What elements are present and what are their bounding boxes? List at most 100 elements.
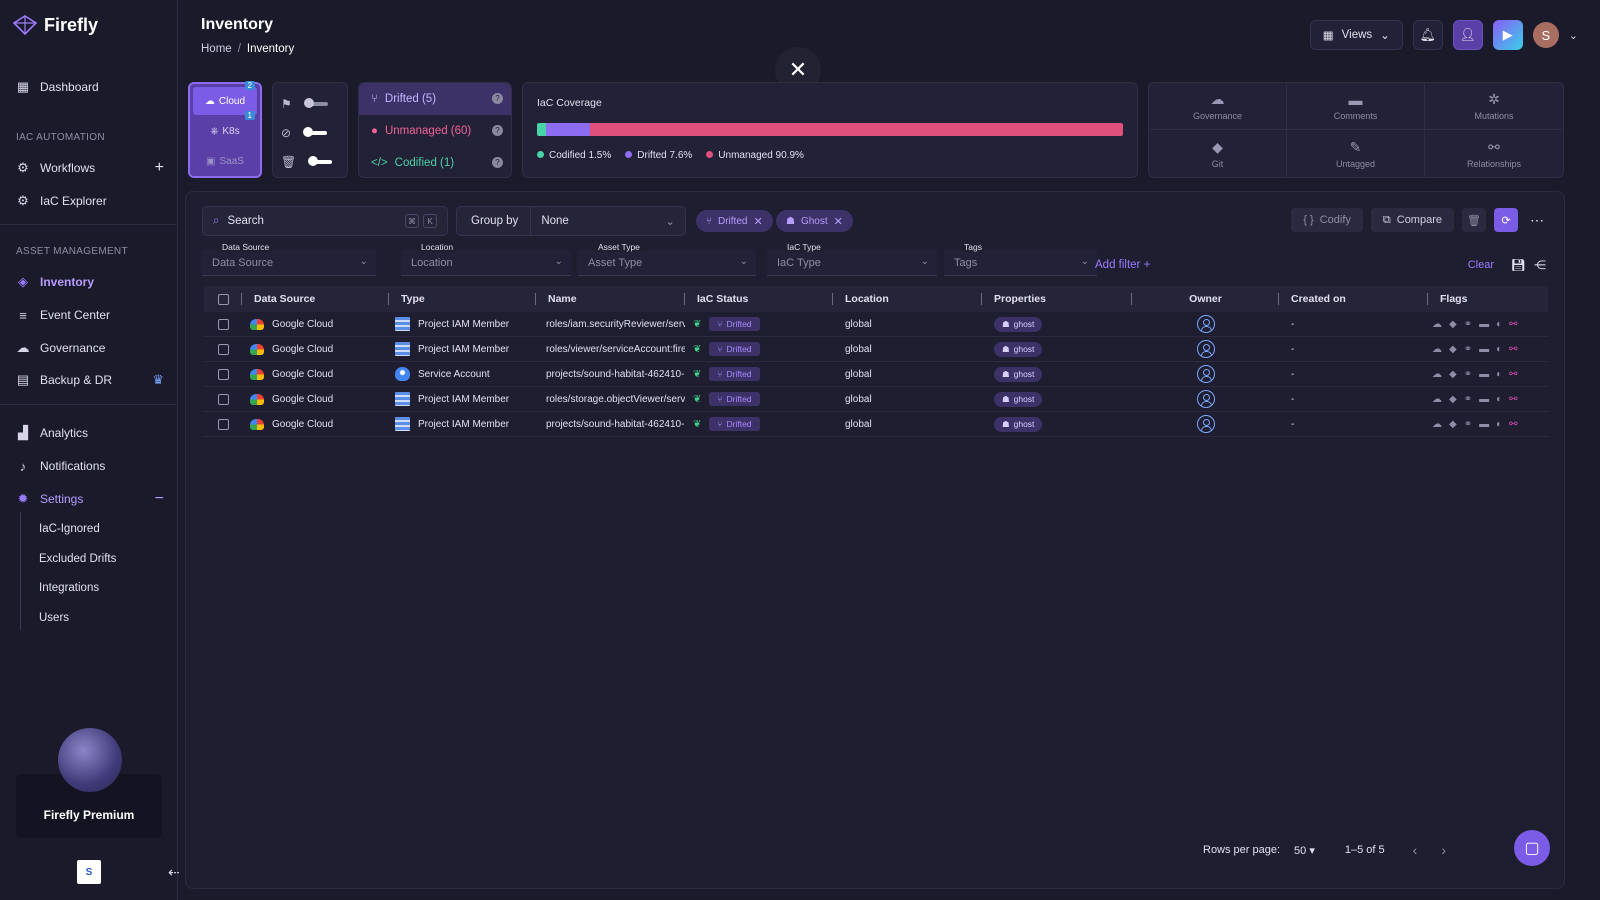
governance-flag-icon[interactable]: ☁ <box>1432 368 1442 380</box>
status-unmanaged[interactable]: ● Unmanaged (60) ? <box>359 115 511 147</box>
comment-flag-icon[interactable]: ▬ <box>1479 368 1490 380</box>
play-button[interactable]: ▶ <box>1492 20 1523 50</box>
comment-flag-icon[interactable]: ▬ <box>1479 418 1490 430</box>
relationship-flag-icon[interactable]: ⚯ <box>1509 393 1518 405</box>
row-checkbox[interactable] <box>217 343 229 355</box>
link-flag-icon[interactable]: ⚭ <box>1463 418 1473 430</box>
help-icon[interactable]: ? <box>492 93 503 104</box>
status-badge[interactable]: ⑂ Drifted <box>709 417 760 431</box>
ghost-badge[interactable]: ☗ ghost <box>994 316 1043 332</box>
remove-chip-icon[interactable]: ✕ <box>833 215 843 228</box>
breadcrumb-home[interactable]: Home <box>201 43 232 55</box>
link-flag-icon[interactable]: ⚭ <box>1463 393 1473 405</box>
table-row[interactable]: Google Cloud Project IAM Member roles/stor… <box>204 387 1548 412</box>
comment-flag-icon[interactable]: ▬ <box>1479 393 1490 405</box>
link-flag-icon[interactable]: ⚭ <box>1463 343 1473 355</box>
sidebar-item-settings[interactable]: ✹ Settings − <box>16 489 164 509</box>
sidebar-item-event-center[interactable]: ≡ Event Center <box>16 305 164 325</box>
link-flag-icon[interactable]: ⚭ <box>1463 368 1473 380</box>
governance-flag-icon[interactable]: ☁ <box>1432 393 1442 405</box>
relationship-flag-icon[interactable]: ⚯ <box>1509 368 1518 380</box>
invite-user-button[interactable]: 👤︎ <box>1452 20 1483 50</box>
row-checkbox[interactable] <box>217 318 229 330</box>
views-button[interactable]: ▦ Views ⌄ <box>1309 20 1403 50</box>
col-properties[interactable]: Properties <box>982 286 1132 312</box>
filter-asset-type[interactable]: Asset Type Asset Type ⌄ <box>578 242 756 276</box>
share-icon[interactable]: ⋲ <box>1534 258 1546 272</box>
col-created-on[interactable]: Created on <box>1279 286 1428 312</box>
sidebar-sub-integrations[interactable]: Integrations <box>39 582 100 594</box>
help-icon[interactable]: ? <box>492 157 503 168</box>
cell-name[interactable]: roles/viewer/serviceAccount:firefly <box>536 337 685 361</box>
link-flag-icon[interactable]: ⚭ <box>1463 318 1473 330</box>
filter-chip-ghost[interactable]: ☗ Ghost ✕ <box>776 210 853 232</box>
rows-per-page-select[interactable]: 50 ▾ <box>1294 844 1315 857</box>
col-type[interactable]: Type <box>389 286 536 312</box>
mutation-flag-icon[interactable]: ◐ <box>1496 343 1503 355</box>
account-chevron-icon[interactable]: ⌄ <box>1568 29 1578 42</box>
mutation-flag-icon[interactable]: ◐ <box>1496 318 1503 330</box>
sidebar-item-governance[interactable]: ☁ Governance <box>16 338 164 358</box>
ghost-badge[interactable]: ☗ ghost <box>994 341 1043 357</box>
next-page-icon[interactable]: › <box>1441 842 1446 858</box>
table-row[interactable]: Google Cloud Project IAM Member roles/iam.… <box>204 312 1548 337</box>
comment-flag-icon[interactable]: ▬ <box>1479 343 1490 355</box>
add-filter-button[interactable]: Add filter + <box>1095 259 1151 271</box>
col-location[interactable]: Location <box>833 286 982 312</box>
relationship-flag-icon[interactable]: ⚯ <box>1509 343 1518 355</box>
comment-flag-icon[interactable]: ▬ <box>1479 318 1490 330</box>
table-row[interactable]: Google Cloud Project IAM Member roles/view… <box>204 337 1548 362</box>
group-by-select[interactable]: Group by None ⌄ <box>456 206 686 236</box>
mutation-flag-icon[interactable]: ◐ <box>1496 368 1503 380</box>
filter-data-source[interactable]: Data Source Data Source ⌄ <box>202 242 376 276</box>
status-badge[interactable]: ⑂ Drifted <box>709 392 760 406</box>
git-flag-icon[interactable]: ◆ <box>1449 418 1457 430</box>
chat-support-button[interactable]: ▢ <box>1514 830 1550 866</box>
filter-tags[interactable]: Tags Tags ⌄ <box>944 242 1097 276</box>
feature-comments[interactable]: ▬ Comments <box>1287 83 1425 130</box>
git-flag-icon[interactable]: ◆ <box>1449 368 1457 380</box>
feature-git[interactable]: ◆ Git <box>1149 130 1287 177</box>
cell-name[interactable]: projects/sound-habitat-462410-m <box>536 362 685 386</box>
ghost-badge[interactable]: ☗ ghost <box>994 416 1043 432</box>
col-iac-status[interactable]: IaC Status <box>685 286 833 312</box>
relationship-flag-icon[interactable]: ⚯ <box>1509 318 1518 330</box>
governance-flag-icon[interactable]: ☁ <box>1432 418 1442 430</box>
col-owner[interactable]: Owner <box>1132 286 1279 312</box>
status-badge[interactable]: ⑂ Drifted <box>709 317 760 331</box>
search-input[interactable]: ⌕ Search ⌘ K <box>202 206 448 236</box>
status-drifted[interactable]: ⑂ Drifted (5) ? <box>359 83 511 115</box>
compare-button[interactable]: ⧉ Compare <box>1370 208 1454 232</box>
owner-user-icon[interactable] <box>1196 315 1215 333</box>
feature-relationships[interactable]: ⚯ Relationships <box>1425 130 1563 177</box>
table-row[interactable]: Google Cloud Project IAM Member projects/s… <box>204 412 1548 437</box>
owner-user-icon[interactable] <box>1196 390 1215 408</box>
owner-user-icon[interactable] <box>1196 415 1215 433</box>
firefly-logo[interactable]: Firefly <box>12 14 98 36</box>
filter-chip-drifted[interactable]: ⑂ Drifted ✕ <box>696 210 773 232</box>
status-codified[interactable]: </> Codified (1) ? <box>359 147 511 179</box>
owner-user-icon[interactable] <box>1196 365 1215 383</box>
codify-button[interactable]: { } Codify <box>1291 208 1363 232</box>
sidebar-item-notifications[interactable]: ♪ Notifications <box>16 456 164 476</box>
mutation-flag-icon[interactable]: ◐ <box>1496 418 1503 430</box>
refresh-button[interactable]: ⟳ <box>1494 208 1518 232</box>
sidebar-sub-iac-ignored[interactable]: IaC-Ignored <box>39 523 100 535</box>
sidebar-item-dashboard[interactable]: ▦ Dashboard <box>16 77 164 97</box>
excluded-toggle[interactable] <box>303 126 328 137</box>
sidebar-item-workflows[interactable]: ⚙ Workflows + <box>16 158 164 178</box>
feature-governance[interactable]: ☁ Governance <box>1149 83 1287 130</box>
sidebar-item-inventory[interactable]: ◈ Inventory <box>16 272 164 292</box>
save-icon[interactable]: 💾︎ <box>1510 258 1526 272</box>
cell-name[interactable]: projects/sound-habitat-462410-m <box>536 412 685 436</box>
mutation-flag-icon[interactable]: ◐ <box>1496 393 1503 405</box>
select-all-checkbox[interactable] <box>217 293 229 305</box>
sidebar-item-backup[interactable]: ▤ Backup & DR ♛ <box>16 370 164 390</box>
git-flag-icon[interactable]: ◆ <box>1449 343 1457 355</box>
sidebar-sub-users[interactable]: Users <box>39 612 70 624</box>
avatar[interactable]: S <box>1532 22 1559 48</box>
deleted-toggle[interactable] <box>308 155 333 166</box>
feature-mutations[interactable]: ✲ Mutations <box>1425 83 1563 130</box>
row-checkbox[interactable] <box>217 368 229 380</box>
sidebar-item-analytics[interactable]: ▟ Analytics <box>16 423 164 443</box>
